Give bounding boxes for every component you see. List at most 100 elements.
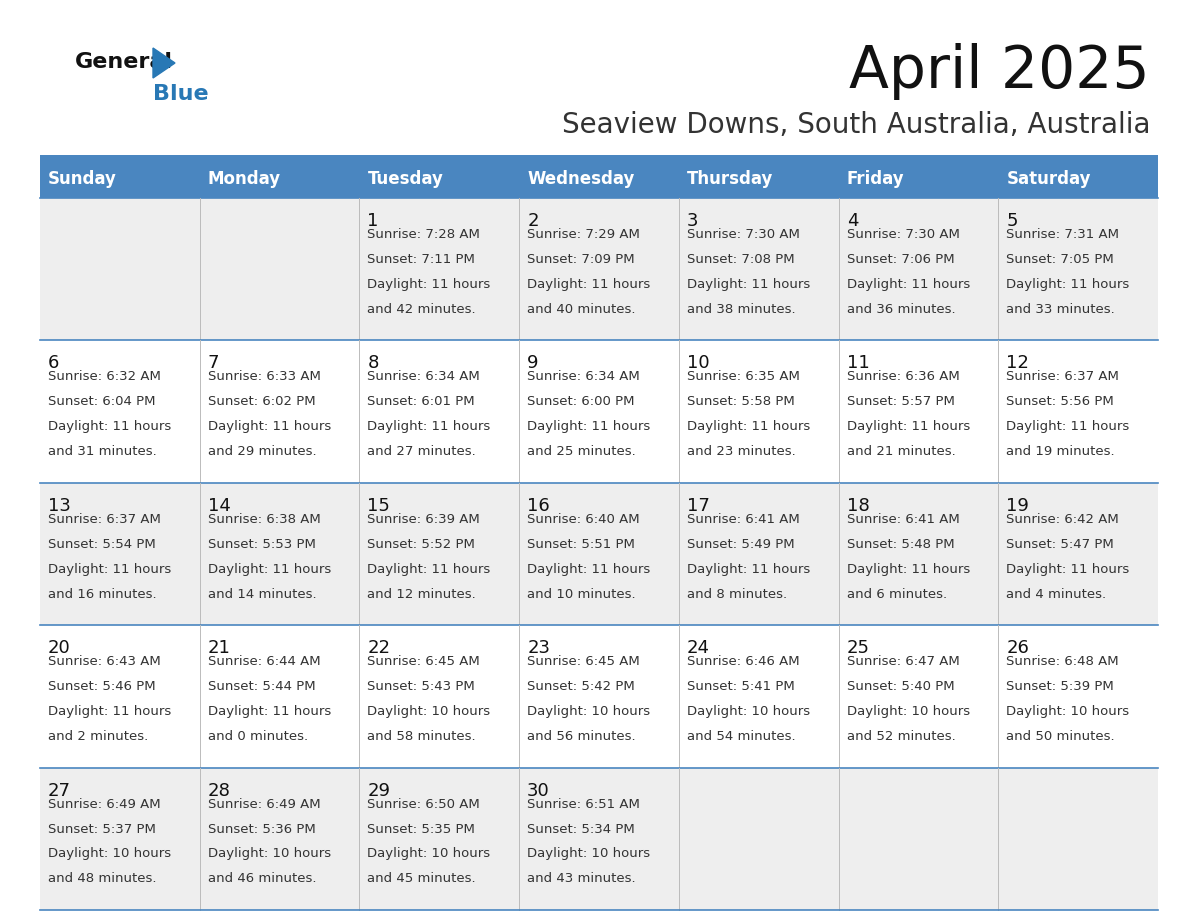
Bar: [360, 160, 519, 198]
Text: Daylight: 11 hours: Daylight: 11 hours: [687, 278, 810, 291]
Text: Daylight: 10 hours: Daylight: 10 hours: [367, 705, 491, 718]
Text: and 12 minutes.: and 12 minutes.: [367, 588, 476, 600]
Text: 11: 11: [847, 354, 870, 373]
Text: 5: 5: [1006, 212, 1018, 230]
Text: Sunset: 5:52 PM: Sunset: 5:52 PM: [367, 538, 475, 551]
Text: 16: 16: [527, 497, 550, 515]
Text: Tuesday: Tuesday: [367, 170, 443, 188]
Text: Daylight: 11 hours: Daylight: 11 hours: [367, 278, 491, 291]
Text: Sunset: 5:41 PM: Sunset: 5:41 PM: [687, 680, 795, 693]
Text: Sunrise: 6:35 AM: Sunrise: 6:35 AM: [687, 370, 800, 384]
Text: 21: 21: [208, 639, 230, 657]
Text: and 58 minutes.: and 58 minutes.: [367, 730, 476, 743]
Text: Sunset: 5:48 PM: Sunset: 5:48 PM: [847, 538, 954, 551]
Text: and 42 minutes.: and 42 minutes.: [367, 303, 476, 316]
Text: and 10 minutes.: and 10 minutes.: [527, 588, 636, 600]
Text: Sunrise: 6:41 AM: Sunrise: 6:41 AM: [847, 513, 960, 526]
Text: 3: 3: [687, 212, 699, 230]
Text: 24: 24: [687, 639, 710, 657]
Text: Sunrise: 6:44 AM: Sunrise: 6:44 AM: [208, 655, 321, 668]
Text: Sunrise: 6:41 AM: Sunrise: 6:41 AM: [687, 513, 800, 526]
Text: Sunset: 5:37 PM: Sunset: 5:37 PM: [48, 823, 156, 835]
Text: Sunset: 5:57 PM: Sunset: 5:57 PM: [847, 396, 954, 409]
Text: and 38 minutes.: and 38 minutes.: [687, 303, 796, 316]
Text: Sunrise: 6:39 AM: Sunrise: 6:39 AM: [367, 513, 480, 526]
Text: Daylight: 11 hours: Daylight: 11 hours: [687, 420, 810, 433]
Text: 8: 8: [367, 354, 379, 373]
Text: and 2 minutes.: and 2 minutes.: [48, 730, 148, 743]
Text: Daylight: 11 hours: Daylight: 11 hours: [208, 563, 331, 576]
Text: and 52 minutes.: and 52 minutes.: [847, 730, 955, 743]
Text: and 48 minutes.: and 48 minutes.: [48, 872, 157, 885]
Text: and 16 minutes.: and 16 minutes.: [48, 588, 157, 600]
Text: Sunrise: 6:40 AM: Sunrise: 6:40 AM: [527, 513, 640, 526]
Text: Sunrise: 6:46 AM: Sunrise: 6:46 AM: [687, 655, 800, 668]
Text: Sunrise: 6:34 AM: Sunrise: 6:34 AM: [527, 370, 640, 384]
Text: Daylight: 11 hours: Daylight: 11 hours: [1006, 278, 1130, 291]
Text: 23: 23: [527, 639, 550, 657]
Text: Sunset: 5:46 PM: Sunset: 5:46 PM: [48, 680, 156, 693]
Text: 14: 14: [208, 497, 230, 515]
Text: 30: 30: [527, 781, 550, 800]
Text: Sunrise: 6:45 AM: Sunrise: 6:45 AM: [367, 655, 480, 668]
Text: April 2025: April 2025: [849, 43, 1150, 100]
Text: 6: 6: [48, 354, 59, 373]
Text: Seaview Downs, South Australia, Australia: Seaview Downs, South Australia, Australi…: [562, 111, 1150, 139]
Text: 10: 10: [687, 354, 709, 373]
Bar: [998, 160, 1158, 198]
Bar: [40, 625, 1158, 767]
Bar: [40, 198, 1158, 341]
Text: Sunrise: 6:48 AM: Sunrise: 6:48 AM: [1006, 655, 1119, 668]
Bar: [40, 767, 1158, 910]
Text: Sunset: 7:11 PM: Sunset: 7:11 PM: [367, 253, 475, 266]
Text: 25: 25: [847, 639, 870, 657]
Text: Sunrise: 6:49 AM: Sunrise: 6:49 AM: [48, 798, 160, 811]
Text: Sunrise: 6:33 AM: Sunrise: 6:33 AM: [208, 370, 321, 384]
Text: Daylight: 11 hours: Daylight: 11 hours: [1006, 420, 1130, 433]
Text: Sunset: 7:06 PM: Sunset: 7:06 PM: [847, 253, 954, 266]
Text: Sunset: 5:35 PM: Sunset: 5:35 PM: [367, 823, 475, 835]
Text: Sunrise: 6:49 AM: Sunrise: 6:49 AM: [208, 798, 321, 811]
Bar: [678, 160, 839, 198]
Text: 2: 2: [527, 212, 538, 230]
Text: and 43 minutes.: and 43 minutes.: [527, 872, 636, 885]
Text: Sunset: 6:00 PM: Sunset: 6:00 PM: [527, 396, 634, 409]
Text: Sunset: 5:54 PM: Sunset: 5:54 PM: [48, 538, 156, 551]
Text: Sunrise: 7:30 AM: Sunrise: 7:30 AM: [847, 228, 960, 241]
Text: Sunrise: 6:50 AM: Sunrise: 6:50 AM: [367, 798, 480, 811]
Bar: [839, 160, 998, 198]
Text: Daylight: 10 hours: Daylight: 10 hours: [847, 705, 969, 718]
Text: Sunset: 5:39 PM: Sunset: 5:39 PM: [1006, 680, 1114, 693]
Text: 20: 20: [48, 639, 71, 657]
Text: Daylight: 11 hours: Daylight: 11 hours: [527, 278, 650, 291]
Text: 18: 18: [847, 497, 870, 515]
Text: Friday: Friday: [847, 170, 904, 188]
Bar: [40, 483, 1158, 625]
Text: Daylight: 11 hours: Daylight: 11 hours: [48, 420, 171, 433]
Text: Thursday: Thursday: [687, 170, 773, 188]
Text: Daylight: 11 hours: Daylight: 11 hours: [847, 563, 969, 576]
Text: Sunset: 5:51 PM: Sunset: 5:51 PM: [527, 538, 636, 551]
Bar: [40, 341, 1158, 483]
Text: Sunset: 6:04 PM: Sunset: 6:04 PM: [48, 396, 156, 409]
Text: 22: 22: [367, 639, 391, 657]
Text: Sunrise: 6:45 AM: Sunrise: 6:45 AM: [527, 655, 640, 668]
Text: Daylight: 10 hours: Daylight: 10 hours: [687, 705, 810, 718]
Text: Sunrise: 6:34 AM: Sunrise: 6:34 AM: [367, 370, 480, 384]
Text: Sunrise: 6:32 AM: Sunrise: 6:32 AM: [48, 370, 160, 384]
Text: Sunrise: 7:30 AM: Sunrise: 7:30 AM: [687, 228, 800, 241]
Text: Daylight: 10 hours: Daylight: 10 hours: [48, 847, 171, 860]
Text: Sunset: 5:43 PM: Sunset: 5:43 PM: [367, 680, 475, 693]
Text: 15: 15: [367, 497, 391, 515]
Text: Sunset: 5:58 PM: Sunset: 5:58 PM: [687, 396, 795, 409]
Text: Sunset: 5:36 PM: Sunset: 5:36 PM: [208, 823, 316, 835]
Text: Monday: Monday: [208, 170, 280, 188]
Text: Blue: Blue: [153, 84, 209, 104]
Text: Wednesday: Wednesday: [527, 170, 634, 188]
Text: and 50 minutes.: and 50 minutes.: [1006, 730, 1114, 743]
Text: Sunrise: 6:43 AM: Sunrise: 6:43 AM: [48, 655, 160, 668]
Text: Sunrise: 6:42 AM: Sunrise: 6:42 AM: [1006, 513, 1119, 526]
Text: Daylight: 10 hours: Daylight: 10 hours: [527, 705, 650, 718]
Bar: [40, 155, 1158, 160]
Text: and 8 minutes.: and 8 minutes.: [687, 588, 786, 600]
